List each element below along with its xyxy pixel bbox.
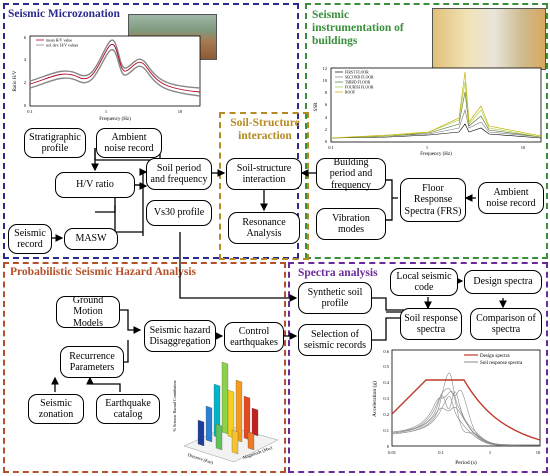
ssr-ytick-1: 2 [325,127,327,132]
ssr-legend-4: ROOF [345,90,355,94]
instrumentation-panel [305,3,548,259]
ssr-line-1 [330,123,542,139]
spectra-ytick-0: 0 [387,444,390,449]
soil-response-box: Soil response spectra [400,308,462,340]
ssr-line-2 [330,108,542,139]
hv-legend-0: mean H/V value [46,38,72,43]
ssr-ytick-3: 6 [325,102,328,107]
design-spectra-curve [391,379,541,441]
probabilistic-panel [3,262,286,473]
instrumentation-title: Seismic instrumentation of buildings [312,9,404,47]
earthquake-catalog-box: Earthquake catalog [96,394,160,424]
ssr-legend-0: FIRST FLOOR [345,70,369,74]
ssr-ytick-6: 12 [323,66,328,71]
ssr-line-3 [330,91,542,139]
ssr-ytick-5: 10 [323,78,328,83]
hv-xlabel: Frequency (Hz) [99,117,131,122]
ssr-line-4 [330,81,542,139]
selection-records-box: Selection of seismic records [298,324,372,356]
spectra-ytick-1: 0.1 [383,428,389,433]
spectra-ytick-2: 0.2 [383,412,389,417]
hv-ytick-2: 4 [24,57,27,62]
spectra-panel [288,262,548,473]
ssr-xtick-2: 10 [521,145,526,150]
local-code-box: Local seismic code [390,268,458,296]
microzonation-panel [3,3,299,259]
disaggregation-box: Seismic hazard Disaggregation [144,320,216,352]
spectra-xlabel: Period (s) [455,459,477,466]
spectra-ytick-3: 0.3 [383,396,389,401]
hv-std-lower [29,49,201,97]
ssr-ytick-2: 4 [325,115,328,120]
hv-xtick-1: 1 [105,109,107,114]
ssi-title: Soil-Structure interaction [230,117,300,142]
design-spectra-box: Design spectra [464,270,542,294]
ssr-xlabel: Frequency (Hz) [420,152,452,157]
spectra-legend-0: Design spectra [480,354,510,359]
hv-legend-1: std. dev. H/V values [46,43,79,48]
probabilistic-title: Probabilistic Seismic Hazard Analysis [10,266,197,278]
spectra-legend-1: Soil response spectra [480,361,523,366]
vs30-profile-box: Vs30 profile [146,200,212,226]
hv-std-upper [29,39,201,89]
floor-response-box: Floor Response Spectra (FRS) [400,178,466,222]
spectra-xtick-0: 0.01 [388,450,396,455]
ssr-xtick-1: 1 [426,145,428,150]
hv-chart: Ratio H/V Frequency (Hz) 0 2 4 6 0.1 1 1… [13,35,201,122]
seismic-zonation-box: Seismic zonation [28,394,84,424]
ssr-ytick-0: 0 [325,139,328,144]
ambient-noise-left-box: Ambient noise record [96,128,162,158]
bar3d-zlabel: % Seismic Hazard Contribution [172,381,177,432]
hv-ylabel: Ratio H/V [13,70,18,91]
ambient-noise-right-box: Ambient noise record [478,182,544,214]
stratigraphic-profile-box: Stratigraphic profile [24,128,86,158]
resonance-box: Resonance Analysis [228,212,300,244]
building-photo [432,8,546,70]
spectra-ytick-5: 0.5 [383,364,389,369]
seismic-record-box: Seismic record [8,224,52,254]
hv-ytick-0: 0 [24,103,27,108]
ssr-line-5 [330,71,542,139]
spectra-ytick-4: 0.4 [383,380,389,385]
ssr-xtick-0: 0.1 [328,145,334,150]
ssr-legend-2: THIRD FLOOR [345,80,370,84]
hv-ytick-1: 2 [24,80,26,85]
vibration-modes-box: Vibration modes [316,208,386,240]
ground-motion-box: Ground Motion Models [56,295,120,329]
ssi-panel [219,112,309,260]
spectra-xtick-1: 0.1 [438,450,444,455]
ssr-ylabel: SSR [314,102,319,112]
soil-period-box: Soil period and frequency [146,158,212,190]
ssr-legend-1: SECOND FLOOR [345,75,374,79]
spectra-title: Spectra analysis [298,267,378,279]
disaggregation-bar3d: % Seismic Hazard Contribution Distance (… [172,361,279,465]
comparison-box: Comparison of spectra [470,308,542,340]
spectra-xtick-3: 10 [536,450,541,455]
ssi-box: Soil-structure interaction [226,158,302,190]
synthetic-soil-box: Synthetic soil profile [298,282,372,314]
hv-mean-line [29,44,201,93]
masw-box: MASW [64,228,118,250]
microzonation-title: Seismic Microzonation [8,8,120,20]
hv-xtick-0: 0.1 [27,109,33,114]
building-period-box: Building period and frequency [316,157,386,191]
control-earthquakes-box: Control earthquakes [224,322,284,352]
spectra-xtick-2: 1 [489,450,491,455]
ssr-legend-3: FOURTH FLOOR [345,85,374,89]
ssr-ytick-4: 8 [325,90,328,95]
spectra-chart: Acceleration (g) Period (s) 0 0.1 0.2 0.… [371,349,541,466]
spectra-ytick-6: 0.6 [383,349,389,354]
spectra-ylabel: Acceleration (g) [371,381,378,417]
hv-ratio-box: H/V ratio [55,172,135,198]
ssr-chart: SSR Frequency (Hz) 0 2 4 6 8 10 12 0.1 1… [314,66,542,157]
hv-ytick-3: 6 [24,35,27,40]
recurrence-box: Recurrence Parameters [60,346,124,378]
hv-xtick-2: 10 [178,109,183,114]
